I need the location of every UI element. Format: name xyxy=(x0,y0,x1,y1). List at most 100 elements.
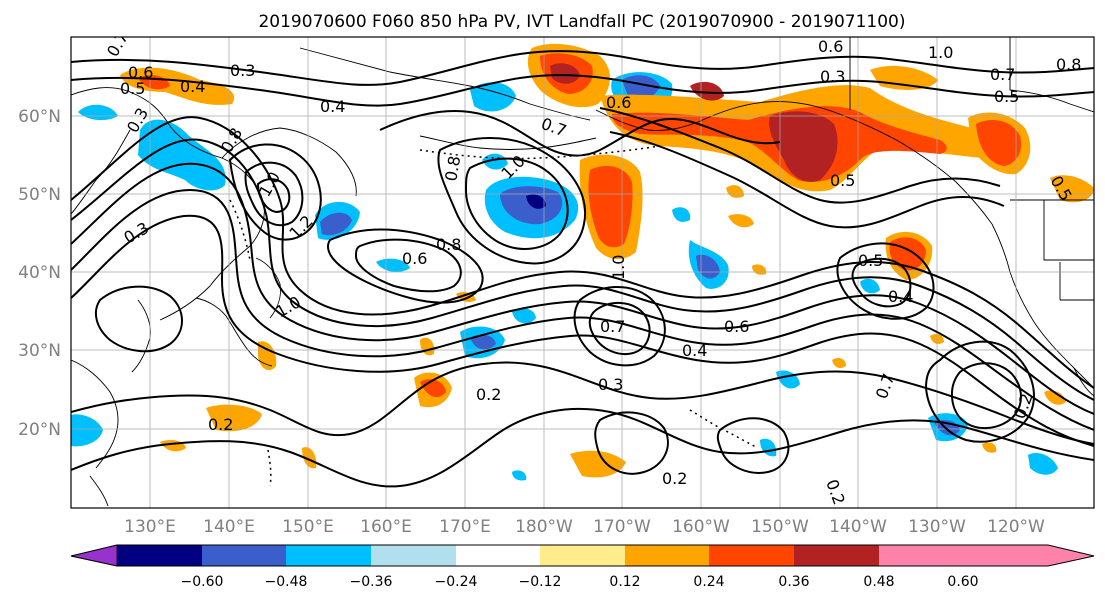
coast-alaska xyxy=(697,101,993,225)
contour-label: 0.3 xyxy=(230,61,255,80)
contour-jet-1 xyxy=(71,116,1094,389)
contour-label: 0.6 xyxy=(402,249,427,268)
colorbar-tick-label: −0.24 xyxy=(435,574,478,590)
coast-japan-2 xyxy=(255,257,281,319)
shade-pos-20n-c xyxy=(982,442,997,453)
contour-jet-2 xyxy=(71,138,1094,401)
latitude-axis: 60°N 50°N 40°N 30°N 20°N xyxy=(18,107,61,440)
colorbar: −0.60 −0.48 −0.36 −0.24 −0.12 0.12 0.24 … xyxy=(70,544,1095,590)
contour-central-south-2 xyxy=(588,302,651,355)
contour-jet-3 xyxy=(71,162,1094,415)
shade-pos-gulf-sw-core xyxy=(588,166,633,248)
island-dots xyxy=(229,145,759,487)
shade-pos-50n-kam xyxy=(726,185,744,198)
map-title: 2019070600 F060 850 hPa PV, IVT Landfall… xyxy=(258,12,905,32)
contour-label: 0.6 xyxy=(818,37,843,56)
lon-label: 150°W xyxy=(751,517,809,537)
aleutian-islands xyxy=(419,145,661,160)
contour-label: 0.5 xyxy=(120,79,145,98)
coast-arctic xyxy=(1009,37,1094,113)
lon-label: 150°E xyxy=(282,517,334,537)
contour-label: 0.8 xyxy=(436,235,461,254)
marianas-islands xyxy=(267,449,272,487)
shade-neg-core-7 xyxy=(526,194,546,209)
lat-label: 50°N xyxy=(18,185,61,205)
coast-canada-border-2 xyxy=(1043,200,1094,261)
contour-label: 0.7 xyxy=(600,317,625,336)
contour-label: 0.4 xyxy=(682,341,707,360)
lon-label: 120°W xyxy=(987,517,1045,537)
colorbar-tick-label: −0.12 xyxy=(519,574,562,590)
shade-neg-core-5 xyxy=(470,334,496,350)
colorbar-tick-label: 0.60 xyxy=(947,574,978,590)
contour-label: 0.5 xyxy=(994,87,1019,106)
coast-siberia-north xyxy=(299,47,471,87)
shade-neg-central-pacific-2 xyxy=(482,153,508,170)
coast-okhotsk xyxy=(71,129,131,215)
lon-label: 170°W xyxy=(593,517,651,537)
contour-north-2 xyxy=(71,74,1094,107)
colorbar-outline xyxy=(70,544,1095,567)
lat-label: 60°N xyxy=(18,107,61,127)
colorbar-extend-high xyxy=(963,545,1094,566)
shade-pos-gulf-core xyxy=(976,120,1022,166)
contour-kam-loop-2 xyxy=(244,161,304,227)
colorbar-segment xyxy=(202,545,286,566)
contour-jet-5 xyxy=(71,214,1094,447)
contour-jet-4 xyxy=(71,188,1094,431)
shade-pos-alaska-max-2 xyxy=(690,81,724,101)
colorbar-segment xyxy=(456,545,540,566)
coast-kamchatka xyxy=(221,127,357,197)
lat-label: 40°N xyxy=(18,263,61,283)
colorbar-tick-label: 0.12 xyxy=(609,574,640,590)
contour-label: 0.5 xyxy=(858,251,883,270)
contour-gulf-ridge-2 xyxy=(609,131,1005,229)
colorbar-segment xyxy=(879,545,963,566)
colorbar-segment xyxy=(117,545,202,566)
contour-south-1 xyxy=(71,407,1094,488)
coast-japan xyxy=(195,297,273,367)
contour-label: 0.6 xyxy=(606,93,631,112)
lon-label: 180°W xyxy=(515,517,573,537)
contour-north-3 xyxy=(379,109,781,157)
contour-south-2 xyxy=(71,361,1094,445)
colorbar-tick-label: −0.48 xyxy=(265,574,308,590)
lon-label: 170°E xyxy=(439,517,491,537)
contour-label: 1.0 xyxy=(609,255,628,280)
colorbar-segment xyxy=(709,545,794,566)
coast-alaska-west xyxy=(595,109,699,131)
coast-bc xyxy=(991,223,1094,389)
colorbar-extend-low xyxy=(70,544,118,567)
colorbar-tick-label: 0.24 xyxy=(693,574,724,590)
map-frame xyxy=(70,36,1095,509)
contour-north-1 xyxy=(71,50,1094,86)
coast-aleutians xyxy=(419,135,597,150)
shade-neg-20n-west xyxy=(71,414,103,447)
shade-pos-15n xyxy=(570,450,626,478)
pv-contours xyxy=(71,50,1094,488)
shade-pos-coast-sw xyxy=(1050,175,1094,203)
shade-pos-nw-canada xyxy=(870,65,938,90)
contour-label: 0.3 xyxy=(820,67,845,86)
colorbar-tick-label: −0.36 xyxy=(350,574,393,590)
coast-state-lines xyxy=(1059,262,1094,301)
contour-west-low xyxy=(94,285,183,353)
colorbar-segment xyxy=(540,545,625,566)
shade-neg-core-3 xyxy=(320,212,352,236)
contour-label: 1.0 xyxy=(928,43,953,62)
contour-kam-loop xyxy=(228,143,322,241)
contour-central-south xyxy=(573,286,666,367)
coast-philippines xyxy=(89,475,109,507)
lat-label: 30°N xyxy=(18,341,61,361)
colorbar-tick-label: 0.36 xyxy=(778,574,809,590)
hawaii-islands xyxy=(689,409,759,449)
contour-label: 0.8 xyxy=(441,154,464,182)
contour-central-trough xyxy=(437,137,587,265)
shade-pos-bering-max xyxy=(550,63,580,84)
shade-neg-core-2 xyxy=(622,75,660,99)
shade-neg-14n xyxy=(512,470,527,481)
contour-label: 0.3 xyxy=(598,375,623,394)
shade-neg-38n xyxy=(512,308,536,324)
contour-label: 0.4 xyxy=(180,77,205,96)
